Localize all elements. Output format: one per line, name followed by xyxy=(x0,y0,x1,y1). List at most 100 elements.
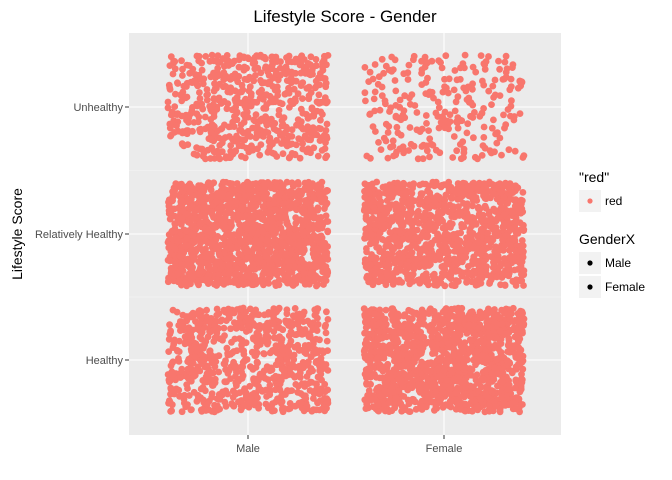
data-point xyxy=(232,270,240,278)
data-point xyxy=(300,318,307,325)
data-point xyxy=(233,93,241,101)
data-point xyxy=(179,215,186,222)
data-point xyxy=(307,270,315,278)
data-point xyxy=(424,277,432,285)
data-point xyxy=(196,95,204,102)
data-point xyxy=(451,107,459,115)
data-point xyxy=(423,120,430,127)
data-point xyxy=(446,232,453,239)
data-point xyxy=(375,189,383,197)
data-point xyxy=(445,181,452,189)
data-point xyxy=(243,279,251,287)
data-point xyxy=(244,76,251,84)
data-point xyxy=(374,80,382,88)
data-point xyxy=(305,95,313,103)
data-point xyxy=(290,351,298,359)
data-point xyxy=(249,194,256,202)
data-point xyxy=(402,192,410,200)
data-point xyxy=(266,143,274,151)
data-point xyxy=(185,62,193,69)
data-point xyxy=(410,52,418,60)
data-point xyxy=(231,70,239,78)
data-point xyxy=(361,193,369,201)
data-point xyxy=(195,191,203,199)
data-point xyxy=(203,96,211,104)
data-point xyxy=(282,63,290,71)
data-point xyxy=(405,236,412,243)
data-point xyxy=(501,220,508,228)
data-point xyxy=(215,368,223,376)
data-point xyxy=(187,110,195,117)
data-point xyxy=(414,155,422,163)
data-point xyxy=(291,305,299,312)
data-point xyxy=(288,322,296,330)
data-point xyxy=(363,152,371,160)
data-point xyxy=(202,209,210,217)
data-point xyxy=(323,308,330,316)
data-point xyxy=(285,262,293,270)
data-point xyxy=(460,149,468,157)
data-point xyxy=(258,228,266,236)
data-point xyxy=(480,134,488,141)
data-point xyxy=(260,193,268,201)
data-point xyxy=(469,258,477,266)
data-point xyxy=(320,349,327,356)
data-point xyxy=(233,306,241,313)
data-point xyxy=(509,189,517,197)
data-point xyxy=(501,255,508,262)
data-point xyxy=(223,378,230,386)
data-point xyxy=(446,111,454,119)
data-point xyxy=(304,145,312,153)
data-point xyxy=(247,264,255,271)
data-point xyxy=(242,95,250,103)
data-point xyxy=(418,143,426,150)
data-point xyxy=(391,269,398,277)
data-point xyxy=(423,147,431,155)
data-point xyxy=(226,199,234,207)
data-point xyxy=(171,58,179,65)
data-point xyxy=(187,406,195,414)
data-point xyxy=(208,393,216,401)
data-point xyxy=(215,96,222,104)
data-point xyxy=(453,76,461,84)
data-point xyxy=(480,123,488,131)
data-point xyxy=(452,268,459,275)
data-point xyxy=(269,83,277,90)
data-point xyxy=(258,115,266,123)
data-point xyxy=(182,403,190,411)
data-point xyxy=(246,399,253,407)
data-point xyxy=(183,234,191,242)
data-point xyxy=(208,107,216,115)
data-point xyxy=(480,105,487,112)
data-point xyxy=(479,142,487,150)
data-point xyxy=(291,263,298,271)
data-point xyxy=(505,335,513,342)
data-point xyxy=(324,218,332,225)
data-point xyxy=(258,386,265,394)
data-point xyxy=(388,53,396,61)
data-point xyxy=(253,98,261,106)
data-point xyxy=(421,222,428,230)
data-point xyxy=(260,215,268,223)
data-point xyxy=(206,181,214,189)
data-point xyxy=(264,310,272,318)
data-point xyxy=(310,395,317,402)
data-point xyxy=(509,278,517,285)
data-point xyxy=(516,247,524,255)
data-point xyxy=(428,212,435,220)
data-point xyxy=(496,134,504,142)
data-point xyxy=(418,81,426,88)
data-point xyxy=(519,189,527,196)
data-point xyxy=(242,356,249,363)
data-point xyxy=(419,155,427,163)
data-point xyxy=(421,215,428,223)
data-point xyxy=(305,333,313,341)
data-point xyxy=(244,247,252,255)
data-point xyxy=(193,52,201,60)
data-point xyxy=(215,214,223,222)
data-point xyxy=(177,91,184,99)
data-point xyxy=(312,380,320,388)
data-point xyxy=(233,382,240,389)
data-point xyxy=(478,273,486,281)
data-point xyxy=(255,311,263,319)
